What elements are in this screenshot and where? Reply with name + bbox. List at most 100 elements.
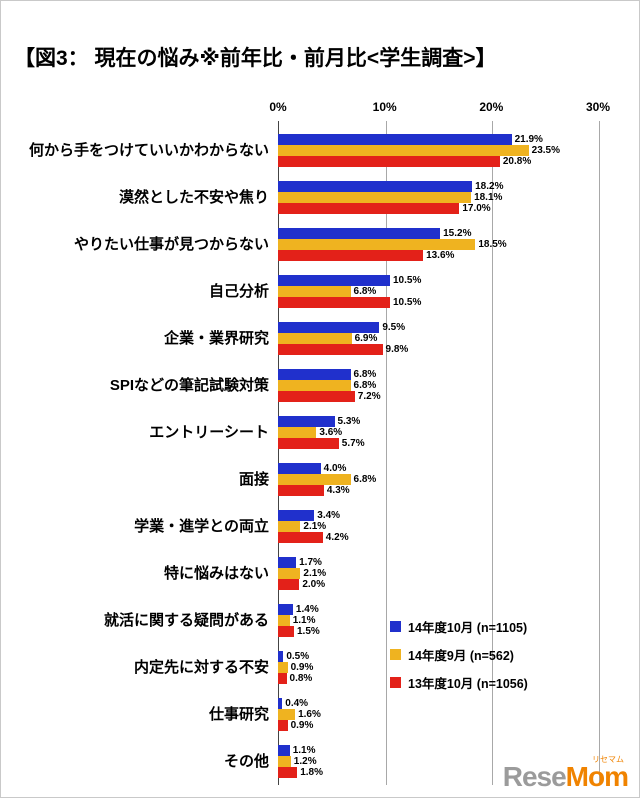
bar-track: 1.4% <box>278 604 598 615</box>
bar-track: 3.4% <box>278 510 598 521</box>
bar-sep-2014 <box>278 239 476 250</box>
logo-text-rese: Rese <box>502 761 567 792</box>
bar-oct-2013 <box>278 485 324 496</box>
value-label: 0.4% <box>285 697 309 709</box>
bar-oct-2014 <box>278 275 390 286</box>
value-label: 0.8% <box>289 672 313 684</box>
bar-chart-rows: 何から手をつけていいかわからない 21.9% 23.5% 20.8% 漠然とした不安や焦… <box>0 127 640 785</box>
bar-track: 13.6% <box>278 250 598 261</box>
bar-sep-2014 <box>278 568 301 579</box>
category-row: やりたい仕事が見つからない 15.2% 18.5% 13.6% <box>0 221 640 268</box>
x-axis-ticks: 0% 10% 20% 30% <box>269 100 610 116</box>
bar-oct-2014 <box>278 416 335 427</box>
bar-oct-2013 <box>278 626 294 637</box>
bar-oct-2014 <box>278 557 297 568</box>
value-label: 18.1% <box>474 191 503 203</box>
bar-track: 1.2% <box>278 756 598 767</box>
value-label: 6.8% <box>353 473 377 485</box>
bar-oct-2014 <box>278 604 293 615</box>
bar-track: 0.4% <box>278 698 598 709</box>
bar-track: 6.8% <box>278 474 598 485</box>
bar-track: 23.5% <box>278 145 598 156</box>
bar-track: 18.2% <box>278 181 598 192</box>
legend-label: 14年度10月 (n=1105) <box>408 620 528 635</box>
value-label: 10.5% <box>393 274 422 286</box>
value-label: 1.6% <box>298 708 321 720</box>
bar-sep-2014 <box>278 521 301 532</box>
legend-item-oct-2014: 14年度10月 (n=1105) <box>390 612 528 640</box>
bar-sep-2014 <box>278 709 296 720</box>
bar-oct-2014 <box>278 698 283 709</box>
bar-track: 0.9% <box>278 720 598 731</box>
x-tick-label: 10% <box>372 100 397 114</box>
bar-track: 9.8% <box>278 344 598 355</box>
value-label: 1.5% <box>297 625 320 637</box>
bar-oct-2013 <box>278 720 288 731</box>
category-row: 漠然とした不安や焦り 18.2% 18.1% 17.0% <box>0 174 640 221</box>
bar-track: 1.1% <box>278 745 598 756</box>
bar-group: 9.5% 6.9% 9.8% <box>278 315 598 362</box>
bar-track: 6.8% <box>278 286 598 297</box>
bar-oct-2014 <box>278 745 290 756</box>
bar-oct-2013 <box>278 344 383 355</box>
legend-item-sep-2014: 14年度9月 (n=562) <box>390 640 528 668</box>
value-label: 20.8% <box>502 155 532 167</box>
bar-track: 1.5% <box>278 626 598 637</box>
category-label: 学業・進学との両立 <box>134 517 269 535</box>
bar-track: 6.9% <box>278 333 598 344</box>
bar-track: 4.0% <box>278 463 598 474</box>
category-row: 何から手をつけていいかわからない 21.9% 23.5% 20.8% <box>0 127 640 174</box>
value-label: 1.7% <box>299 556 322 568</box>
bar-oct-2013 <box>278 532 323 543</box>
category-row: 内定先に対する不安 0.5% 0.9% 0.8% <box>0 644 640 691</box>
bar-sep-2014 <box>278 380 351 391</box>
category-row: 面接 4.0% 6.8% 4.3% <box>0 456 640 503</box>
bar-group: 0.4% 1.6% 0.9% <box>278 691 598 738</box>
value-label: 0.5% <box>286 650 310 662</box>
value-label: 17.0% <box>462 202 491 214</box>
bar-track: 1.6% <box>278 709 598 720</box>
legend: 14年度10月 (n=1105) 14年度9月 (n=562) 13年度10月 (n… <box>390 612 528 696</box>
bar-oct-2014 <box>278 322 380 333</box>
category-label: 何から手をつけていいかわからない <box>28 141 269 159</box>
bar-track: 10.5% <box>278 275 598 286</box>
bar-sep-2014 <box>278 756 291 767</box>
bar-track: 2.1% <box>278 568 598 579</box>
bar-oct-2013 <box>278 250 424 261</box>
category-label: 仕事研究 <box>208 705 269 723</box>
bar-oct-2014 <box>278 369 351 380</box>
category-label: 企業・業界研究 <box>163 329 269 347</box>
value-label: 6.8% <box>353 379 377 391</box>
legend-label: 14年度9月 (n=562) <box>408 648 514 663</box>
value-label: 2.0% <box>302 578 326 590</box>
category-row: 学業・進学との両立 3.4% 2.1% 4.2% <box>0 503 640 550</box>
value-label: 5.7% <box>341 437 365 449</box>
bar-group: 5.3% 3.6% 5.7% <box>278 409 598 456</box>
category-label: 自己分析 <box>208 282 269 300</box>
legend-swatch <box>390 676 401 688</box>
bar-oct-2013 <box>278 438 339 449</box>
bar-sep-2014 <box>278 662 288 673</box>
value-label: 2.1% <box>303 567 327 579</box>
bar-oct-2013 <box>278 579 300 590</box>
bar-oct-2014 <box>278 181 473 192</box>
category-label: エントリーシート <box>149 423 269 441</box>
value-label: 4.3% <box>326 484 350 496</box>
x-tick-label: 20% <box>479 100 504 114</box>
legend-item-oct-2013: 13年度10月 (n=1056) <box>390 668 528 696</box>
bar-sep-2014 <box>278 615 290 626</box>
bar-track: 2.1% <box>278 521 598 532</box>
value-label: 1.2% <box>293 755 317 767</box>
category-label: 就活に関する疑問がある <box>103 611 269 629</box>
bar-track: 5.7% <box>278 438 598 449</box>
bar-track: 5.3% <box>278 416 598 427</box>
gridline-10 <box>385 121 387 785</box>
bar-sep-2014 <box>278 333 352 344</box>
category-row: 特に悩みはない 1.7% 2.1% 2.0% <box>0 550 640 597</box>
value-label: 9.8% <box>385 343 409 355</box>
bar-group: 10.5% 6.8% 10.5% <box>278 268 598 315</box>
value-label: 2.1% <box>303 520 327 532</box>
bar-track: 15.2% <box>278 228 598 239</box>
x-tick-label: 30% <box>585 100 611 114</box>
value-label: 4.2% <box>325 531 349 543</box>
